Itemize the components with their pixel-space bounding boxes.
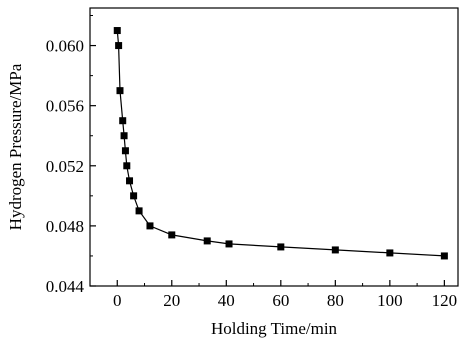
x-tick-label: 20 xyxy=(163,291,180,310)
x-tick-label: 60 xyxy=(272,291,289,310)
data-point xyxy=(121,147,129,155)
x-tick-label: 0 xyxy=(113,291,122,310)
data-point xyxy=(168,231,176,239)
data-point xyxy=(440,252,448,260)
data-point xyxy=(126,177,134,185)
series-markers xyxy=(113,27,448,260)
plot-frame xyxy=(89,7,459,287)
data-point xyxy=(113,27,121,35)
data-point xyxy=(203,237,211,245)
y-tick-label: 0.048 xyxy=(46,217,84,236)
data-point xyxy=(130,192,138,200)
data-point xyxy=(123,162,131,170)
data-point xyxy=(331,246,339,254)
x-tick-label: 80 xyxy=(327,291,344,310)
data-point xyxy=(277,243,285,251)
data-point xyxy=(120,132,128,140)
x-tick-label: 100 xyxy=(377,291,403,310)
x-tick-label: 120 xyxy=(432,291,458,310)
data-point xyxy=(135,207,143,215)
data-point xyxy=(115,42,123,50)
x-tick-label: 40 xyxy=(218,291,235,310)
y-tick-label: 0.044 xyxy=(46,277,85,296)
y-tick-label: 0.060 xyxy=(46,37,84,56)
data-point xyxy=(225,240,233,248)
data-point xyxy=(116,87,124,95)
data-point xyxy=(146,222,154,230)
y-axis-title: Hydrogen Pressure/MPa xyxy=(6,63,25,230)
y-tick-label: 0.056 xyxy=(46,97,84,116)
y-tick-label: 0.052 xyxy=(46,157,84,176)
y-axis-ticks: 0.044 0.048 0.052 0.056 0.060 xyxy=(46,15,96,296)
x-axis-ticks: 0 20 40 60 80 100 120 xyxy=(113,280,457,310)
series-line xyxy=(116,30,445,257)
data-point xyxy=(386,249,394,257)
x-axis-title: Holding Time/min xyxy=(211,319,338,338)
data-point xyxy=(119,117,127,125)
